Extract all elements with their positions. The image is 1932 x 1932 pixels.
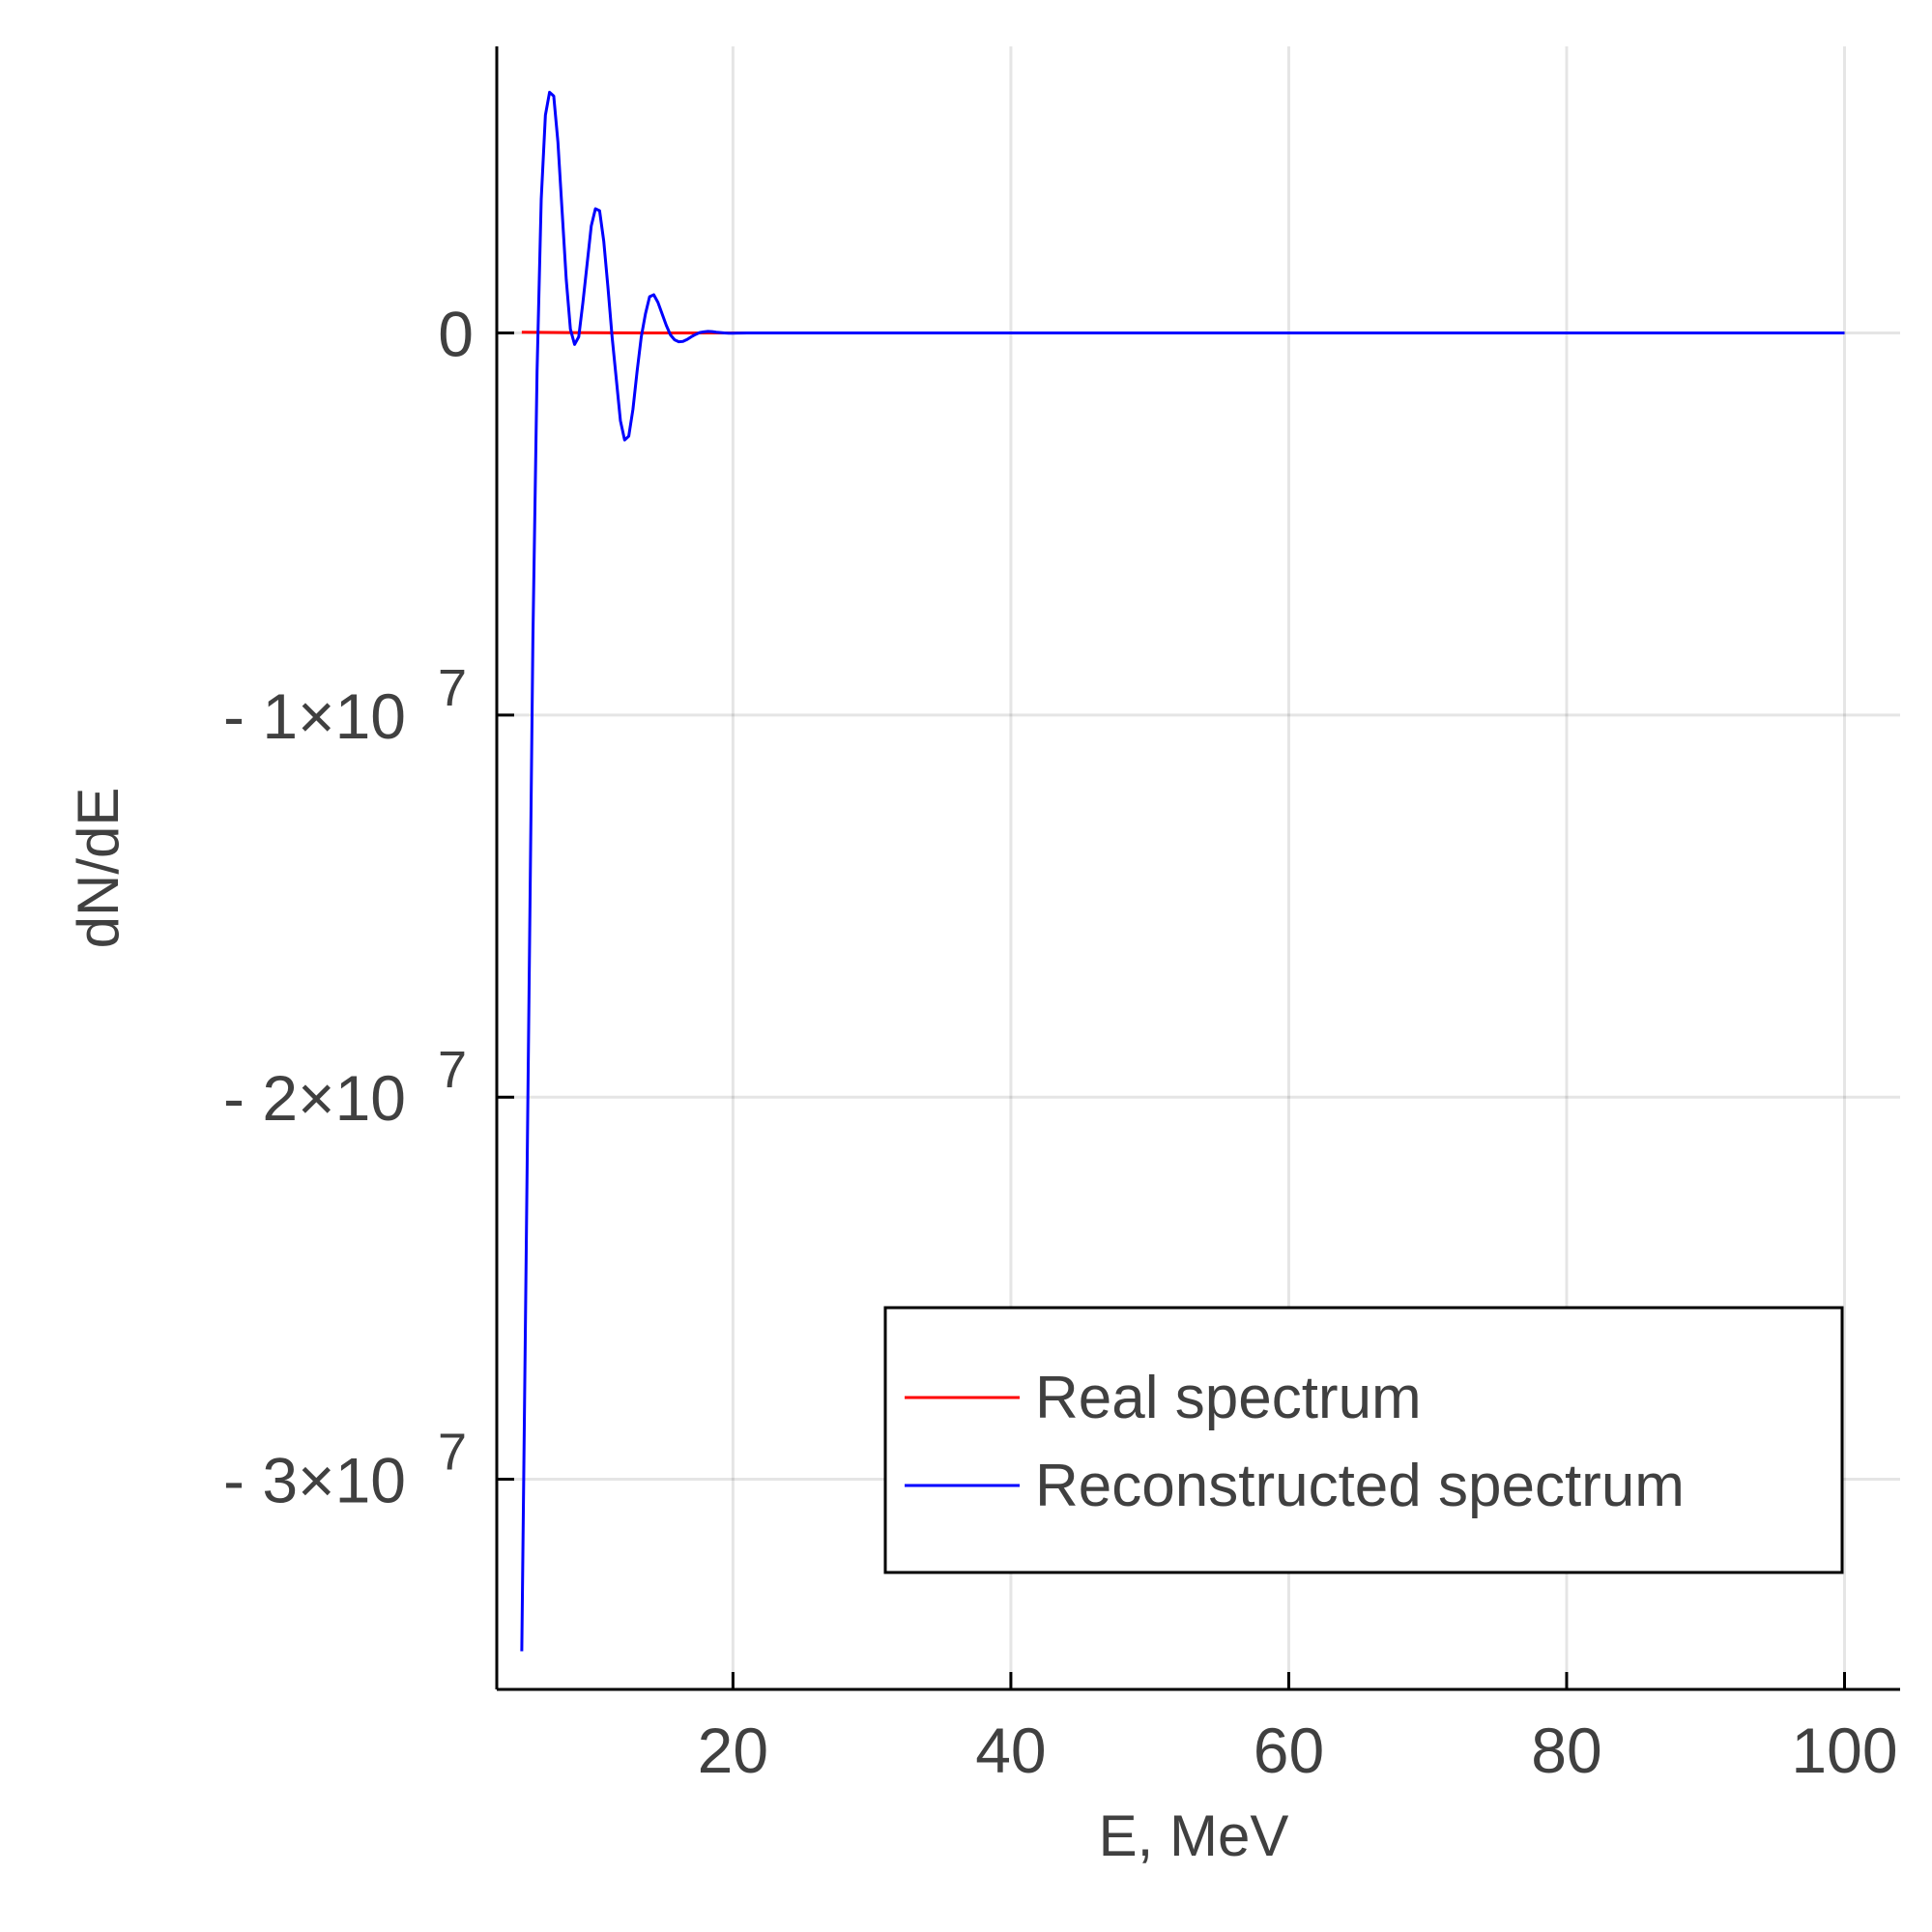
axes bbox=[495, 46, 1900, 1691]
x-axis-title: E, MeV bbox=[1099, 1803, 1289, 1868]
y-tick-exponent: 7 bbox=[438, 659, 467, 717]
y-tick-exponent: 7 bbox=[438, 1424, 467, 1482]
x-tick-label: 20 bbox=[698, 1715, 768, 1786]
x-tick-label: 100 bbox=[1791, 1715, 1897, 1786]
y-tick-label: - 3×10 bbox=[223, 1445, 406, 1516]
y-axis-title: dN/dE bbox=[66, 788, 130, 949]
series bbox=[520, 90, 1845, 1652]
x-tick-label: 60 bbox=[1254, 1715, 1324, 1786]
legend-label-real: Real spectrum bbox=[1035, 1365, 1422, 1431]
x-tick-label: 40 bbox=[975, 1715, 1046, 1786]
y-tick-label: - 2×10 bbox=[223, 1062, 406, 1134]
legend-label-reconstructed: Reconstructed spectrum bbox=[1035, 1453, 1685, 1519]
y-tick-label: 0 bbox=[438, 299, 474, 370]
x-tick-label: 80 bbox=[1531, 1715, 1601, 1786]
ticks: 20 40 60 80 100 0 - 1×10 7 - 2×10 7 - 3×10 7 bbox=[223, 299, 1898, 1786]
series-line-reconstructed bbox=[520, 90, 1845, 1652]
y-tick-exponent: 7 bbox=[438, 1041, 467, 1099]
legend: Real spectrum Reconstructed spectrum bbox=[883, 1306, 1844, 1574]
legend-box bbox=[883, 1306, 1844, 1574]
y-tick-label: - 1×10 bbox=[223, 680, 406, 752]
